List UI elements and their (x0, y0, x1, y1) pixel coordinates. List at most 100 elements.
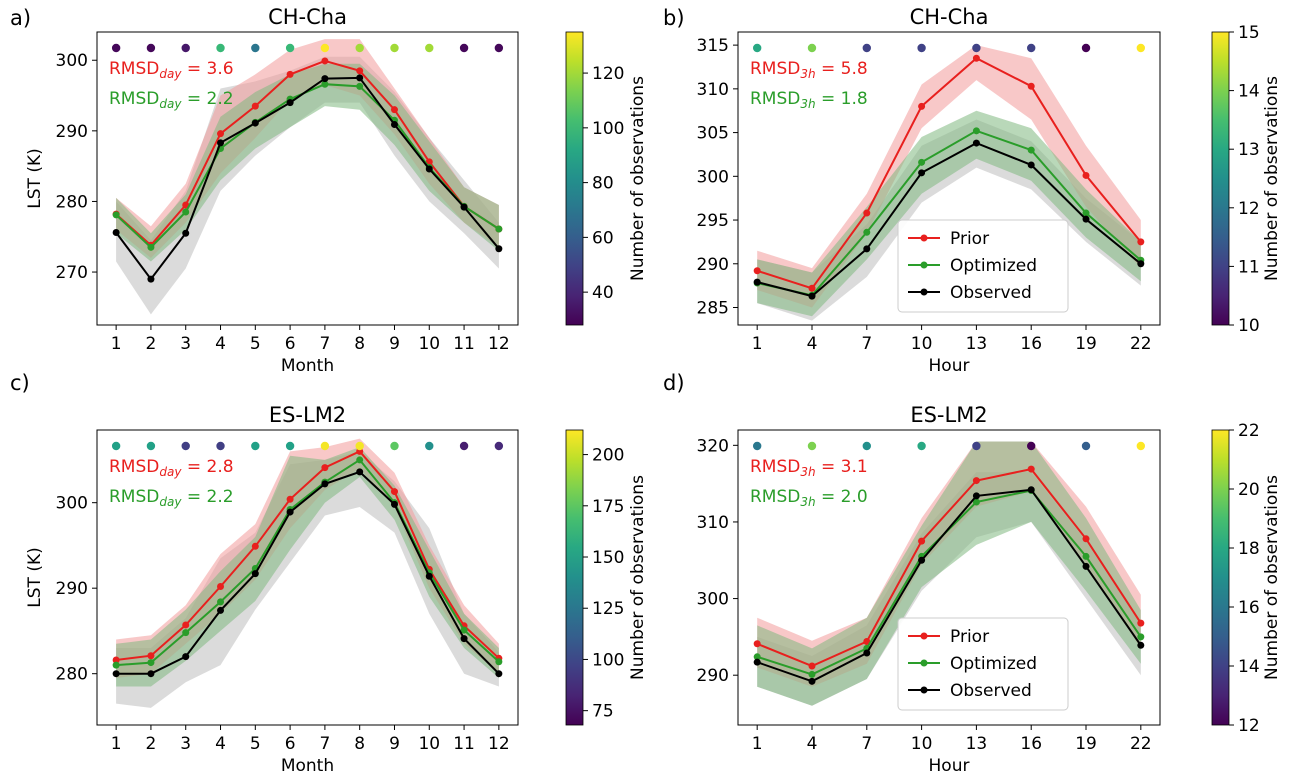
y-tick-label: 300 (56, 51, 88, 71)
x-axis-label: Hour (929, 756, 970, 775)
observed-point (972, 492, 980, 500)
x-tick-label: 11 (453, 734, 475, 754)
observation-count-dot (862, 43, 871, 53)
optimized-point (356, 82, 364, 90)
prior-point (753, 640, 761, 648)
observed-point (1027, 486, 1035, 494)
x-tick-label: 19 (1075, 334, 1097, 354)
optimized-line (116, 458, 500, 667)
prior-point (251, 102, 259, 110)
legend: Prior Optimized Observed (897, 617, 1069, 711)
optimized-legend-label: Optimized (950, 256, 1037, 276)
observed-legend-marker (920, 686, 928, 694)
observation-count-dot (285, 441, 295, 451)
observed-point (808, 677, 816, 685)
colorbar-tick-label: 60 (592, 228, 614, 248)
prior-legend-marker (920, 632, 928, 640)
colorbar (1211, 429, 1230, 726)
observed-point (495, 670, 503, 678)
prior-point (390, 106, 398, 114)
prior-point (1082, 535, 1090, 543)
prior-point (1027, 82, 1035, 90)
observed-point (147, 670, 155, 678)
x-tick-label: 6 (285, 734, 296, 754)
observed-point (286, 508, 294, 516)
x-tick-label: 13 (966, 734, 988, 754)
observation-count-dot (1081, 441, 1091, 451)
observation-count-dot (390, 441, 399, 451)
x-tick-label: 13 (966, 334, 988, 354)
colorbar-tick-label: 100 (592, 119, 624, 139)
y-tick-label: 300 (697, 590, 729, 610)
observed-point (495, 245, 503, 253)
x-tick-label: 4 (807, 734, 818, 754)
colorbar-tick-label: 10 (1238, 316, 1260, 336)
x-axis-label: Hour (929, 356, 970, 376)
observation-count-dot (972, 43, 981, 53)
panel-label: d) (663, 371, 685, 395)
observation-count-dot (216, 43, 225, 53)
observed-point (251, 119, 259, 127)
prior-point (321, 464, 329, 472)
observation-count-dot (355, 441, 364, 451)
x-tick-label: 7 (861, 734, 872, 754)
optimized-point (1027, 146, 1035, 154)
plot-frame (96, 429, 519, 726)
observation-count-dot (1136, 43, 1146, 53)
optimized-point (460, 626, 468, 634)
observed-point (863, 649, 871, 657)
observation-count-dot (917, 43, 926, 53)
observed-point (251, 570, 259, 578)
optimized-point (321, 80, 329, 88)
observation-count-dot (320, 441, 330, 451)
colorbar-tick-label: 12 (1238, 716, 1260, 736)
prior-point (217, 582, 225, 590)
observed-legend-label: Observed (950, 283, 1032, 303)
prior-line (115, 450, 500, 661)
observation-count-dot (807, 441, 817, 451)
y-tick-label: 285 (697, 299, 729, 319)
legend-box (897, 219, 1069, 313)
observed-point (182, 229, 190, 237)
optimized-legend-marker (920, 261, 928, 269)
prior-point (1137, 238, 1145, 246)
y-tick-label: 305 (697, 124, 729, 144)
observation-count-dot (1027, 441, 1036, 451)
colorbar-tick-label: 40 (592, 283, 614, 303)
optimized-point (1082, 209, 1090, 217)
optimized-point (808, 670, 816, 678)
colorbar-tick-label: 22 (1238, 421, 1260, 441)
x-tick-label: 2 (146, 334, 157, 354)
x-tick-label: 7 (861, 334, 872, 354)
observed-point (1082, 215, 1090, 223)
optimized-uncertainty-band (116, 63, 499, 262)
colorbar-tick-label: 18 (1238, 539, 1260, 559)
observation-count-dot (807, 43, 817, 53)
x-tick-label: 6 (285, 334, 296, 354)
prior-point (390, 488, 398, 496)
observed-point (425, 165, 433, 173)
x-tick-label: 1 (752, 734, 763, 754)
x-axis-label: Month (281, 756, 334, 775)
optimized-point (972, 498, 980, 506)
optimized-point (147, 659, 155, 667)
colorbar-tick-label: 150 (592, 548, 624, 568)
chart-title: ES-LM2 (269, 403, 346, 427)
colorbar-tick-label: 15 (1238, 23, 1260, 43)
colorbar (565, 31, 584, 326)
prior-point (808, 284, 816, 292)
prior-legend-label: Prior (950, 627, 989, 647)
observed-point (356, 468, 364, 476)
x-tick-label: 7 (319, 334, 330, 354)
observed-point (112, 670, 120, 678)
plot-frame (737, 31, 1161, 326)
prior-rmsd-annotation: RMSD3h = 3.1 (750, 457, 868, 479)
observation-count-dot (494, 441, 504, 451)
observation-count-dot (181, 43, 190, 53)
prior-point (321, 57, 329, 65)
observation-count-dot (251, 441, 260, 451)
x-tick-label: 22 (1130, 334, 1152, 354)
